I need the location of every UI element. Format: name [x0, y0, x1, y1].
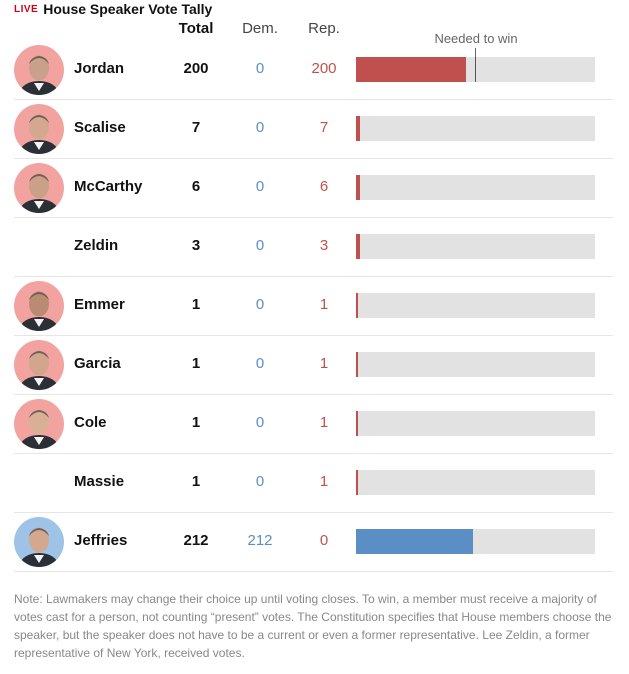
bar-track [356, 352, 595, 377]
rep-votes: 1 [319, 414, 329, 431]
candidate-name: Zeldin [74, 237, 119, 254]
total-votes: 7 [191, 119, 201, 136]
bar-fill [356, 529, 473, 554]
rep-votes: 200 [311, 60, 337, 77]
table-row: Cole 1 0 1 [14, 394, 613, 454]
avatar [14, 517, 64, 567]
bar-track [356, 116, 595, 141]
bar-fill [356, 234, 360, 259]
needed-to-win-tick [475, 48, 476, 58]
total-votes: 1 [191, 355, 201, 372]
bar-track [356, 293, 595, 318]
total-votes: 212 [183, 532, 209, 549]
total-votes: 200 [183, 60, 209, 77]
dem-votes: 0 [255, 296, 265, 313]
dem-votes: 0 [255, 178, 265, 195]
candidate-name: Cole [74, 414, 107, 431]
avatar [14, 281, 64, 331]
total-votes: 1 [191, 414, 201, 431]
dem-votes: 212 [247, 532, 273, 549]
column-header-total: Total [178, 20, 214, 37]
table-row: Garcia 1 0 1 [14, 335, 613, 395]
bar-fill [356, 352, 358, 377]
rep-votes: 1 [319, 355, 329, 372]
table-row: Scalise 7 0 7 [14, 99, 613, 159]
bar-track [356, 529, 595, 554]
rep-votes: 1 [319, 473, 329, 490]
bar-fill [356, 116, 360, 141]
candidate-name: Jeffries [74, 532, 128, 549]
table-row: Jeffries 212 212 0 [14, 512, 613, 572]
dem-votes: 0 [255, 237, 265, 254]
avatar [14, 399, 64, 449]
table-row: Zeldin 3 0 3 [14, 217, 613, 277]
dem-votes: 0 [255, 414, 265, 431]
table-row: McCarthy 6 0 6 [14, 158, 613, 218]
avatar [14, 45, 64, 95]
chart-header: LIVE House Speaker Vote Tally [14, 0, 212, 18]
table-row: Jordan 200 0 200 [14, 40, 613, 100]
live-badge: LIVE [14, 3, 39, 15]
avatar [14, 104, 64, 154]
footnote: Note: Lawmakers may change their choice … [14, 592, 612, 660]
avatar [14, 340, 64, 390]
candidate-name: Emmer [74, 296, 125, 313]
bar-track [356, 411, 595, 436]
bar-track [356, 470, 595, 495]
dem-votes: 0 [255, 355, 265, 372]
table-row: Emmer 1 0 1 [14, 276, 613, 336]
total-votes: 1 [191, 473, 201, 490]
table-row: Massie 1 0 1 [14, 453, 613, 513]
avatar [14, 163, 64, 213]
bar-fill [356, 293, 358, 318]
bar-fill [356, 470, 358, 495]
rep-votes: 3 [319, 237, 329, 254]
total-votes: 6 [191, 178, 201, 195]
candidate-name: Jordan [74, 60, 125, 77]
dem-votes: 0 [255, 60, 265, 77]
total-votes: 3 [191, 237, 201, 254]
rep-votes: 6 [319, 178, 329, 195]
needed-to-win-label: Needed to win [434, 31, 518, 46]
bar-fill [356, 57, 466, 82]
column-header-dem: Dem. [242, 20, 278, 37]
threshold-marker [475, 57, 476, 82]
bar-fill [356, 175, 360, 200]
bar-fill [356, 411, 358, 436]
candidate-name: Scalise [74, 119, 126, 136]
bar-track [356, 175, 595, 200]
column-header-rep: Rep. [308, 20, 340, 37]
candidate-name: Massie [74, 473, 125, 490]
bar-track [356, 234, 595, 259]
rep-votes: 7 [319, 119, 329, 136]
rep-votes: 0 [319, 532, 329, 549]
dem-votes: 0 [255, 119, 265, 136]
total-votes: 1 [191, 296, 201, 313]
rep-votes: 1 [319, 296, 329, 313]
candidate-name: Garcia [74, 355, 121, 372]
dem-votes: 0 [255, 473, 265, 490]
chart-title: House Speaker Vote Tally [43, 1, 213, 17]
candidate-name: McCarthy [74, 178, 143, 195]
